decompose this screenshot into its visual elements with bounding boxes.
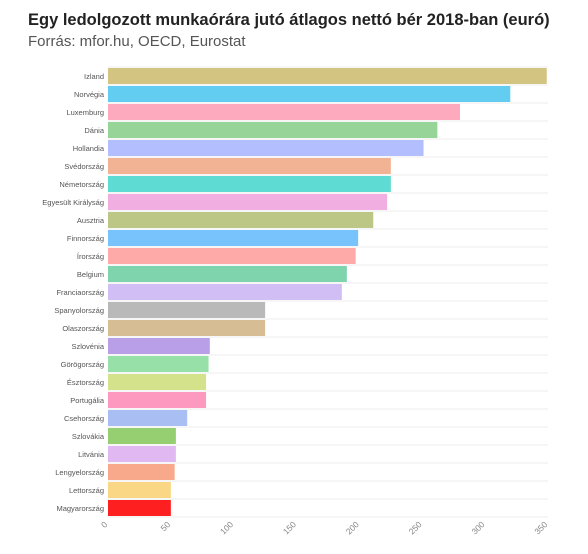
category-label: Lengyelország	[55, 468, 104, 477]
category-label: Portugália	[70, 396, 105, 405]
category-label: Szlovénia	[71, 342, 104, 351]
bar	[108, 446, 176, 462]
bar	[108, 320, 266, 336]
bar	[108, 284, 342, 300]
bar	[108, 428, 176, 444]
category-label: Izland	[84, 72, 104, 81]
bar	[108, 86, 511, 102]
x-tick-label: 350	[532, 519, 549, 536]
bar	[108, 68, 547, 84]
bar	[108, 266, 347, 282]
x-axis-ticks: 0 50 100 150 200 250 300 350	[99, 519, 550, 536]
category-label: Belgium	[77, 270, 104, 279]
bar	[108, 212, 374, 228]
category-label: Hollandia	[73, 144, 105, 153]
category-label: Finnország	[67, 234, 104, 243]
x-tick-label: 250	[407, 519, 424, 536]
bar	[108, 356, 209, 372]
category-label: Németország	[59, 180, 104, 189]
category-label: Luxemburg	[66, 108, 104, 117]
category-label: Franciaország	[56, 288, 104, 297]
category-label: Egyesült Királyság	[42, 198, 104, 207]
bar	[108, 392, 207, 408]
category-label: Görögország	[61, 360, 104, 369]
category-label: Szlovákia	[72, 432, 105, 441]
bar	[108, 410, 188, 426]
x-tick-label: 50	[159, 519, 173, 533]
bar	[108, 140, 424, 156]
category-label: Csehország	[64, 414, 104, 423]
x-tick-label: 200	[344, 519, 361, 536]
bar	[108, 194, 388, 210]
category-label: Norvégia	[74, 90, 105, 99]
category-label: Dánia	[84, 126, 104, 135]
category-label: Írország	[77, 252, 104, 261]
category-label: Észtország	[67, 378, 104, 387]
category-label: Spanyolország	[54, 306, 104, 315]
category-label: Lettország	[69, 486, 104, 495]
bar	[108, 230, 359, 246]
bar	[108, 104, 460, 120]
bar	[108, 302, 266, 318]
bar	[108, 464, 175, 480]
bar	[108, 482, 171, 498]
bar	[108, 374, 207, 390]
category-labels: Izland Norvégia Luxemburg Dánia Hollandia Své…	[42, 72, 105, 513]
x-tick-label: 0	[99, 519, 110, 530]
category-label: Magyarország	[56, 504, 104, 513]
x-tick-label: 150	[281, 519, 298, 536]
category-label: Litvánia	[78, 450, 105, 459]
category-label: Svédország	[64, 162, 104, 171]
category-label: Ausztria	[77, 216, 105, 225]
bar	[108, 158, 391, 174]
category-label: Olaszország	[62, 324, 104, 333]
bar	[108, 248, 356, 264]
bar	[108, 500, 171, 516]
chart-title: Egy ledolgozott munkaórára jutó átlagos …	[28, 11, 550, 29]
bar	[108, 338, 210, 354]
bars	[108, 68, 547, 516]
bar	[108, 176, 391, 192]
x-tick-label: 100	[218, 519, 235, 536]
x-tick-label: 300	[469, 519, 486, 536]
bar	[108, 122, 438, 138]
chart-subtitle: Forrás: mfor.hu, OECD, Eurostat	[28, 33, 246, 50]
grid-lines	[108, 66, 548, 518]
